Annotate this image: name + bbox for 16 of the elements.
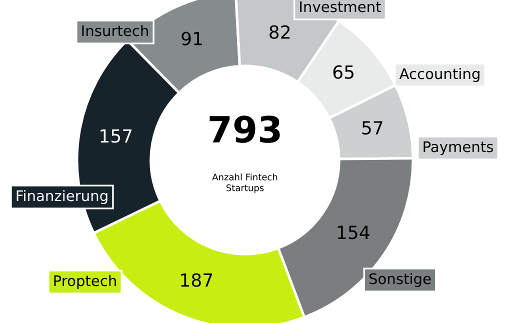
data-label: 91	[182, 32, 202, 46]
data-label: 154	[338, 226, 370, 240]
data-label: 65	[333, 65, 354, 79]
slice-label: Investment	[300, 1, 381, 12]
slice-label: Accounting	[399, 68, 480, 82]
text: Anzahl Fintech Startups	[212, 173, 278, 193]
text: 793	[210, 116, 280, 143]
data-label: 187	[181, 273, 212, 287]
slice-label: Finanzierung	[16, 190, 108, 204]
slice-label: Proptech	[54, 274, 116, 290]
data-label: 157	[100, 129, 132, 143]
data-label: 57	[362, 121, 382, 135]
slice-label: Payments	[424, 141, 494, 156]
slice-label: Insurtech	[82, 24, 148, 36]
slice-label: Sonstige	[369, 272, 431, 288]
data-label: 82	[270, 25, 290, 39]
